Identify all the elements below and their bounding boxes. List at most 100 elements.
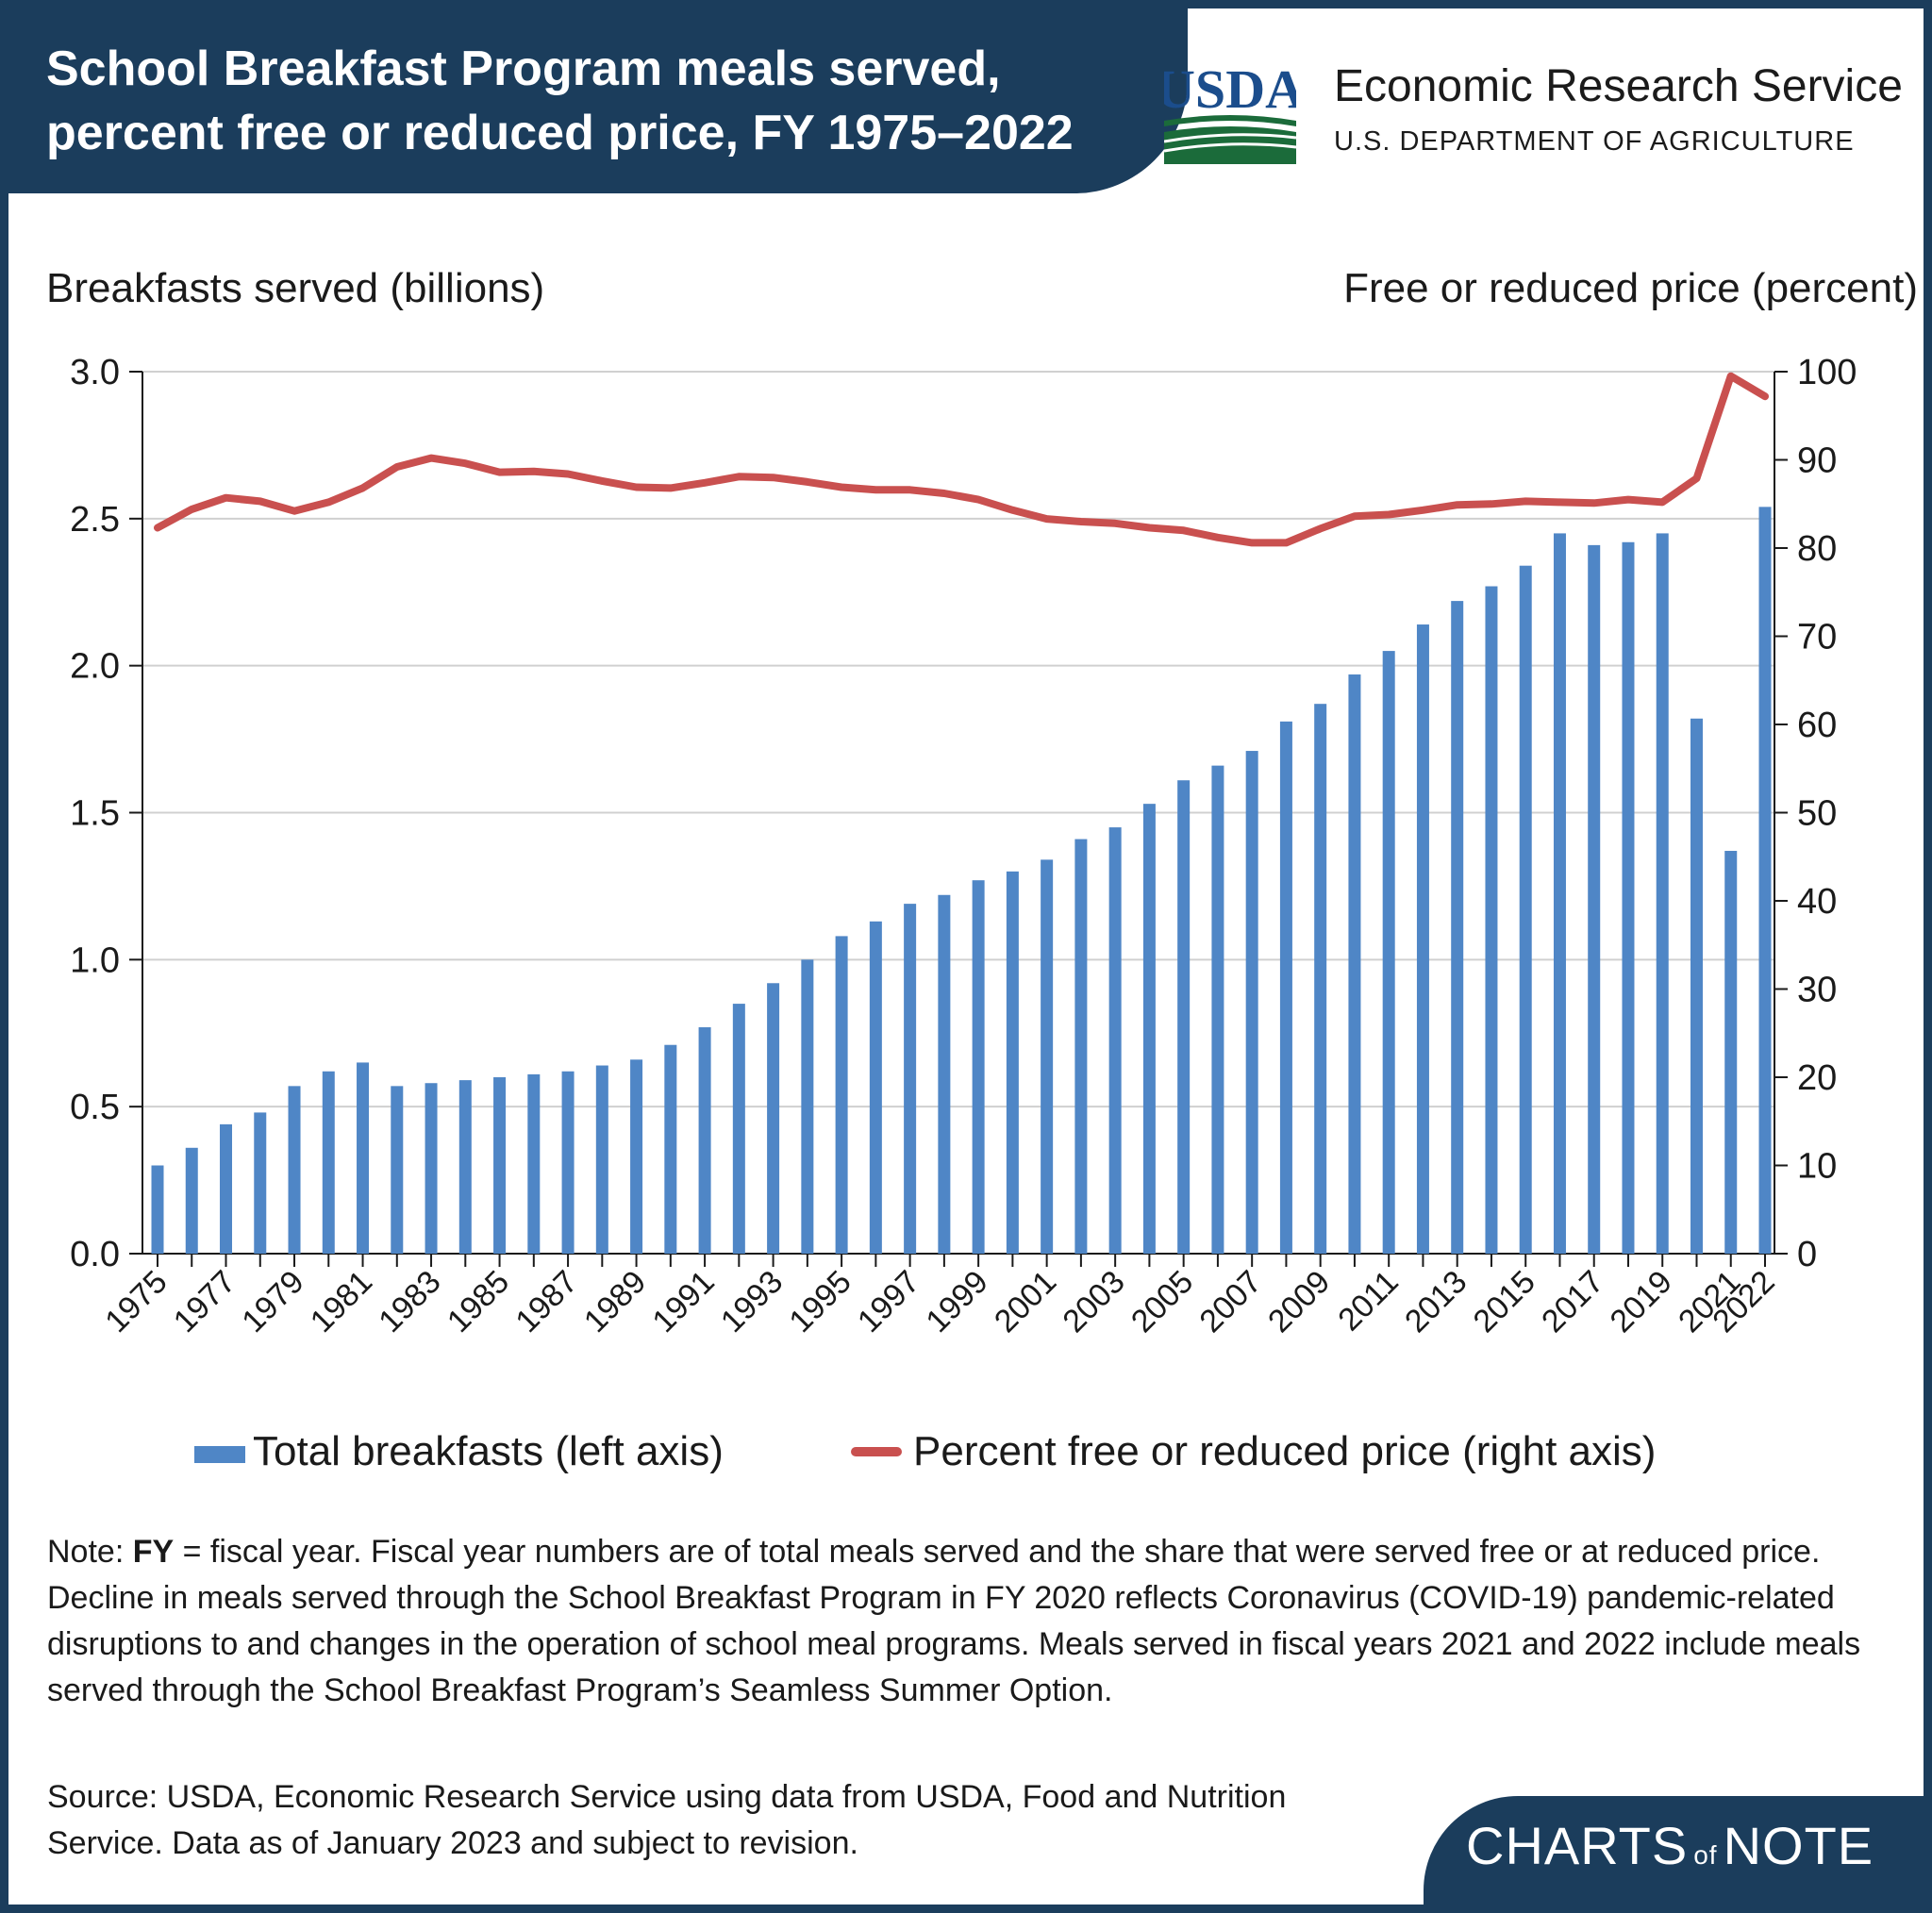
bar-2020 — [1690, 718, 1703, 1254]
bar-2005 — [1177, 780, 1191, 1254]
bar-1981 — [357, 1062, 370, 1254]
bar-1979 — [288, 1086, 301, 1254]
left-tick-label: 2.5 — [70, 500, 120, 540]
left-tick-label: 0.0 — [70, 1235, 120, 1274]
bar-2022 — [1758, 507, 1772, 1254]
line-point-1997 — [909, 489, 911, 491]
line-point-2015 — [1524, 500, 1526, 502]
line-point-2022 — [1764, 395, 1766, 397]
bar-1993 — [767, 983, 780, 1254]
bar-1982 — [391, 1086, 404, 1254]
line-point-1992 — [738, 475, 740, 477]
x-tick-label-1987: 1987 — [508, 1264, 584, 1339]
bar-1984 — [458, 1080, 472, 1254]
footer-of: of — [1693, 1840, 1718, 1870]
bar-2008 — [1279, 721, 1292, 1254]
note-prefix: Note: — [47, 1534, 133, 1570]
footer-charts: CHARTS — [1466, 1816, 1689, 1875]
note-text: = fiscal year. Fiscal year numbers are o… — [47, 1534, 1861, 1708]
line-point-1980 — [327, 501, 329, 503]
x-tick-label-2005: 2005 — [1124, 1264, 1200, 1339]
x-tick-label-2011: 2011 — [1331, 1264, 1406, 1339]
line-point-2003 — [1114, 523, 1116, 524]
line-point-2009 — [1320, 527, 1322, 529]
x-tick-label-2009: 2009 — [1261, 1264, 1337, 1339]
bar-1988 — [595, 1065, 608, 1254]
line-point-1994 — [807, 481, 808, 483]
title-band: School Breakfast Program meals served, p… — [8, 8, 1188, 193]
footer-note: NOTE — [1723, 1816, 1874, 1875]
left-tick-label: 2.0 — [70, 647, 120, 687]
bar-1980 — [322, 1071, 335, 1254]
line-point-2020 — [1695, 477, 1697, 479]
bar-1998 — [938, 894, 951, 1254]
bar-2006 — [1211, 765, 1224, 1254]
bar-2003 — [1108, 827, 1122, 1254]
x-tick-label-1991: 1991 — [645, 1264, 721, 1339]
x-tick-label-2007: 2007 — [1192, 1264, 1268, 1339]
bar-1996 — [869, 921, 882, 1254]
note-fy: FY — [132, 1534, 175, 1570]
charts-of-note-logo: CHARTS of NOTE — [1466, 1815, 1874, 1876]
left-axis-title: Breakfasts served (billions) — [46, 265, 545, 311]
bar-1975 — [151, 1165, 164, 1254]
bar-2000 — [1006, 871, 1019, 1254]
chart-plot: 0.0 0.5 1.0 1.5 2.0 2.5 3.0 0 10 20 30 40 50 60 70 80 90… — [70, 353, 1857, 1339]
legend-item-line: Percent free or reduced price (right axi… — [851, 1428, 1656, 1475]
line-point-1985 — [499, 472, 501, 474]
x-tick-label-1997: 1997 — [851, 1264, 926, 1339]
line-point-2002 — [1080, 521, 1082, 523]
bar-1989 — [630, 1059, 643, 1254]
line-point-2018 — [1627, 499, 1629, 501]
bar-2014 — [1485, 586, 1498, 1254]
x-tick-label-1979: 1979 — [235, 1264, 310, 1339]
x-tick-label-1977: 1977 — [167, 1264, 242, 1339]
line-point-2005 — [1183, 529, 1185, 531]
line-point-2019 — [1661, 501, 1663, 503]
line-point-1993 — [773, 476, 774, 478]
left-tick-label: 3.0 — [70, 353, 120, 392]
bar-1977 — [220, 1123, 233, 1254]
right-tick-label: 70 — [1797, 618, 1837, 657]
bar-1991 — [698, 1027, 711, 1254]
chart-note: Note: FY = fiscal year. Fiscal year numb… — [47, 1529, 1896, 1714]
bar-2007 — [1245, 751, 1258, 1254]
right-tick-label: 20 — [1797, 1058, 1837, 1098]
left-tick-label: 1.0 — [70, 940, 120, 980]
agency-name: Economic Research Service — [1334, 61, 1903, 111]
line-point-1996 — [874, 489, 876, 491]
line-point-1979 — [293, 510, 295, 512]
line-point-2007 — [1251, 541, 1253, 543]
bar-2017 — [1588, 544, 1601, 1254]
line-point-2008 — [1285, 541, 1287, 543]
line-point-1977 — [225, 497, 227, 499]
bar-1994 — [801, 959, 814, 1254]
bar-1987 — [561, 1071, 575, 1254]
left-tick-label: 0.5 — [70, 1088, 120, 1127]
agency-block: Economic Research Service U.S. DEPARTMEN… — [1334, 60, 1903, 158]
bar-2012 — [1416, 624, 1429, 1254]
line-point-1995 — [841, 486, 842, 488]
line-point-1988 — [601, 480, 603, 482]
bar-2015 — [1519, 565, 1532, 1254]
line-point-1978 — [259, 500, 261, 502]
line-point-2012 — [1422, 509, 1424, 511]
line-point-1983 — [430, 457, 432, 459]
x-tick-label-1993: 1993 — [714, 1264, 790, 1339]
x-tick-label-2013: 2013 — [1398, 1264, 1474, 1339]
bar-1997 — [904, 904, 917, 1254]
chart-card: School Breakfast Program meals served, p… — [8, 8, 1924, 1905]
usda-logo-text: USDA — [1164, 60, 1296, 120]
bar-2002 — [1074, 839, 1088, 1254]
bar-1995 — [835, 936, 848, 1254]
right-tick-label: 50 — [1797, 794, 1837, 834]
bar-1992 — [732, 1004, 745, 1254]
chart-title: School Breakfast Program meals served, p… — [46, 42, 1074, 160]
right-tick-label: 80 — [1797, 529, 1837, 569]
left-tick-label: 1.5 — [70, 794, 120, 834]
x-tick-label-2019: 2019 — [1604, 1264, 1679, 1339]
bar-2010 — [1348, 674, 1361, 1254]
line-point-1982 — [396, 466, 398, 468]
x-tick-label-2003: 2003 — [1056, 1264, 1131, 1339]
right-tick-label: 40 — [1797, 882, 1837, 922]
